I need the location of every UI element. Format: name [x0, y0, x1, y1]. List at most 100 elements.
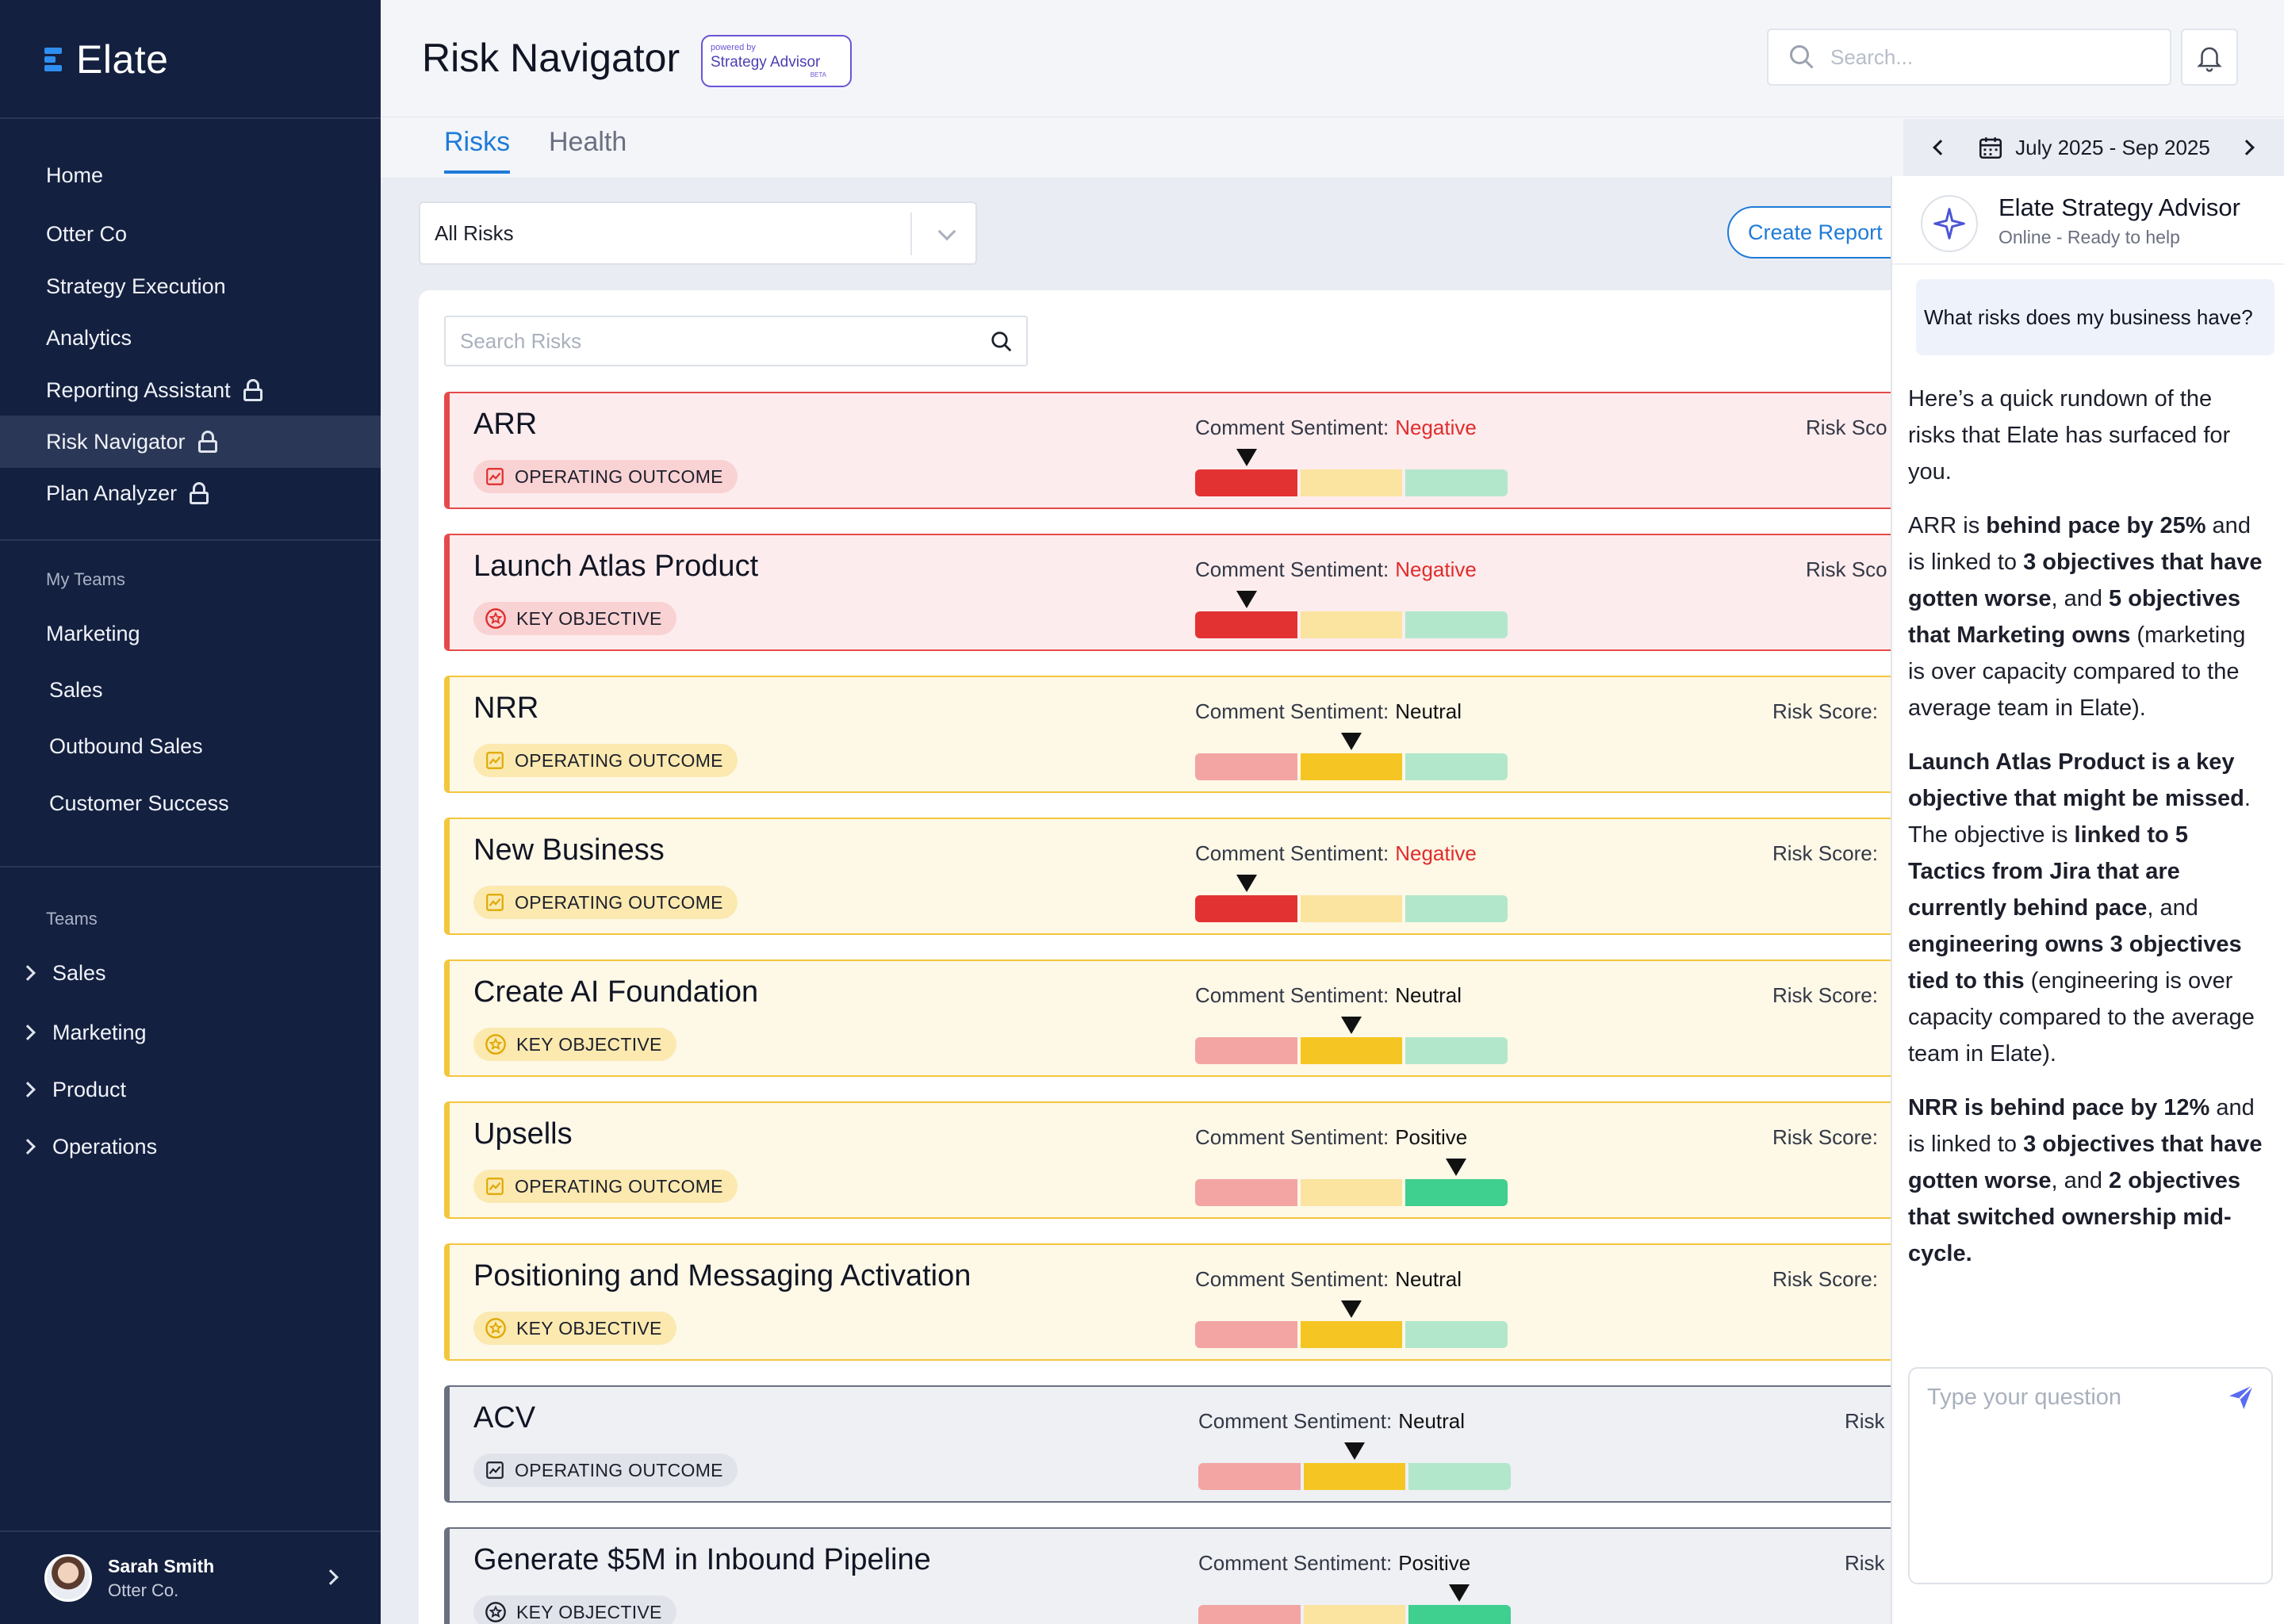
- risk-row[interactable]: New Business OPERATING OUTCOME Comment Sen…: [444, 818, 1891, 935]
- advisor-header: Elate Strategy Advisor Online - Ready to…: [1892, 176, 2284, 265]
- user-name: Sarah Smith: [108, 1555, 215, 1576]
- sidebar-item-otter-co[interactable]: Otter Co: [0, 208, 381, 260]
- risk-type-label: KEY OBJECTIVE: [516, 1601, 662, 1622]
- risk-score-label: Risk Sc: [1845, 1409, 1891, 1433]
- risk-type-tag: OPERATING OUTCOME: [473, 886, 738, 919]
- sentiment-segment: [1195, 753, 1297, 780]
- sentiment-value: Negative: [1395, 557, 1477, 581]
- sentiment-readout: Comment Sentiment: Neutral: [1195, 983, 1462, 1008]
- risk-type-label: KEY OBJECTIVE: [516, 1317, 662, 1339]
- sparkle-icon: [1921, 195, 1978, 252]
- team-label: Product: [52, 1077, 127, 1101]
- risk-title: New Business: [473, 833, 665, 867]
- lock-icon: [197, 431, 217, 453]
- sidebar-item-strategy-execution[interactable]: Strategy Execution: [0, 260, 381, 312]
- chat-input-placeholder: Type your question: [1927, 1385, 2122, 1410]
- powered-by-label: powered by: [711, 43, 756, 52]
- chevron-right-icon: [20, 1082, 36, 1097]
- risk-score-label: Risk Score:: [1772, 841, 1878, 865]
- risk-type-label: OPERATING OUTCOME: [515, 1459, 723, 1480]
- send-icon[interactable]: [2225, 1381, 2257, 1413]
- search-input[interactable]: Search...: [1767, 29, 2171, 86]
- risk-title: Upsells: [473, 1117, 573, 1151]
- risk-row[interactable]: Upsells OPERATING OUTCOME Comment Sentimen…: [444, 1101, 1891, 1219]
- header: Risk Navigator powered by Strategy Advis…: [381, 0, 2284, 117]
- answer-emphasis: 3 objectives that have gotten worse: [1908, 550, 2263, 611]
- risk-row[interactable]: NRR OPERATING OUTCOME Comment Sentiment: Ne…: [444, 676, 1891, 793]
- tab-risks[interactable]: Risks: [444, 127, 511, 174]
- risk-row[interactable]: ACV OPERATING OUTCOME Comment Sentiment: Ne…: [444, 1385, 1891, 1503]
- team-item-operations[interactable]: Operations: [0, 1123, 381, 1170]
- sentiment-segment: [1198, 1463, 1301, 1490]
- risk-type-label: KEY OBJECTIVE: [516, 607, 662, 629]
- risk-row[interactable]: Create AI Foundation KEY OBJECTIVE Comment…: [444, 959, 1891, 1077]
- team-label: Marketing: [52, 1020, 147, 1044]
- sidebar-item-reporting-assistant[interactable]: Reporting Assistant: [0, 364, 381, 416]
- sentiment-value: Positive: [1395, 1125, 1468, 1149]
- my-team-marketing[interactable]: Marketing: [0, 607, 381, 660]
- risk-title: ACV: [473, 1401, 536, 1434]
- sidebar-item-home[interactable]: Home: [0, 149, 381, 201]
- sentiment-segment: [1408, 1605, 1512, 1624]
- sentiment-segment: [1303, 1463, 1406, 1490]
- sidebar-item-label: Reporting Assistant: [46, 377, 231, 402]
- answer-text: , and: [2147, 895, 2198, 921]
- create-report-button[interactable]: Create Report: [1727, 206, 1891, 259]
- chevron-right-icon: [20, 1139, 36, 1155]
- user-question-bubble: What risks does my business have?: [1916, 279, 2274, 355]
- sentiment-meter: [1195, 895, 1508, 922]
- sentiment-meter: [1195, 469, 1508, 496]
- sentiment-segment: [1405, 469, 1508, 496]
- risk-type-label: OPERATING OUTCOME: [515, 1175, 723, 1197]
- notifications-button[interactable]: [2181, 29, 2238, 86]
- answer-emphasis: NRR is behind pace by 12%: [1908, 1095, 2210, 1120]
- sidebar-item-plan-analyzer[interactable]: Plan Analyzer: [0, 467, 381, 519]
- user-profile[interactable]: Sarah Smith Otter Co.: [0, 1530, 381, 1624]
- tab-health[interactable]: Health: [549, 127, 627, 157]
- answer-text: (marketing is over capacity compared to …: [1908, 622, 2246, 721]
- team-label: Operations: [52, 1134, 158, 1159]
- my-team-customer-success[interactable]: Customer Success: [0, 777, 381, 829]
- answer-text: . The objective is: [1908, 786, 2251, 848]
- answer-emphasis: engineering owns 3 objectives tied to th…: [1908, 932, 2242, 994]
- my-teams-heading: My Teams: [46, 569, 125, 589]
- risk-row[interactable]: Positioning and Messaging Activation KEY …: [444, 1243, 1891, 1361]
- sentiment-segment: [1195, 611, 1297, 638]
- lock-icon: [190, 482, 209, 504]
- chart-icon: [485, 1460, 505, 1480]
- sentiment-marker-icon: [1236, 449, 1257, 466]
- risk-search-input[interactable]: Search Risks: [444, 316, 1028, 366]
- my-team-sales[interactable]: Sales: [0, 664, 381, 716]
- previous-period-icon[interactable]: [1933, 140, 1949, 155]
- sentiment-segment: [1300, 469, 1403, 496]
- team-item-product[interactable]: Product: [0, 1066, 381, 1113]
- risk-row[interactable]: Launch Atlas Product KEY OBJECTIVE Comment…: [444, 534, 1891, 651]
- my-team-outbound-sales[interactable]: Outbound Sales: [0, 720, 381, 772]
- strategy-advisor-label: Strategy Advisor: [711, 54, 821, 71]
- next-period-icon[interactable]: [2239, 140, 2255, 155]
- sentiment-label: Comment Sentiment:: [1198, 1409, 1393, 1433]
- sidebar-item-analytics[interactable]: Analytics: [0, 312, 381, 364]
- sentiment-readout: Comment Sentiment: Negative: [1195, 841, 1477, 866]
- sentiment-readout: Comment Sentiment: Negative: [1195, 416, 1477, 440]
- risk-row[interactable]: ARR OPERATING OUTCOME Comment Sentiment: Ne…: [444, 392, 1891, 509]
- search-placeholder: Search...: [1830, 44, 1914, 69]
- sentiment-label: Comment Sentiment:: [1195, 1267, 1389, 1291]
- risk-filter-select[interactable]: All Risks: [419, 201, 977, 265]
- sentiment-segment: [1408, 1463, 1512, 1490]
- star-badge-icon: [485, 1033, 507, 1055]
- team-item-sales[interactable]: Sales: [0, 949, 381, 997]
- risk-row[interactable]: Generate $5M in Inbound Pipeline KEY OBJE…: [444, 1527, 1891, 1624]
- chat-input[interactable]: Type your question: [1908, 1367, 2273, 1584]
- date-range-label[interactable]: July 2025 - Sep 2025: [2015, 135, 2210, 159]
- sentiment-segment: [1198, 1605, 1301, 1624]
- tab-bar: Risks Health: [381, 119, 1903, 178]
- elate-logo[interactable]: Elate: [44, 35, 168, 84]
- sidebar-item-risk-navigator[interactable]: Risk Navigator: [0, 416, 381, 468]
- team-item-marketing[interactable]: Marketing: [0, 1009, 381, 1056]
- risk-type-label: KEY OBJECTIVE: [516, 1033, 662, 1055]
- sentiment-marker-icon: [1236, 591, 1257, 608]
- sidebar-item-label: Otter Co: [46, 221, 128, 246]
- star-badge-icon: [485, 1601, 507, 1623]
- star-badge-icon: [485, 1317, 507, 1339]
